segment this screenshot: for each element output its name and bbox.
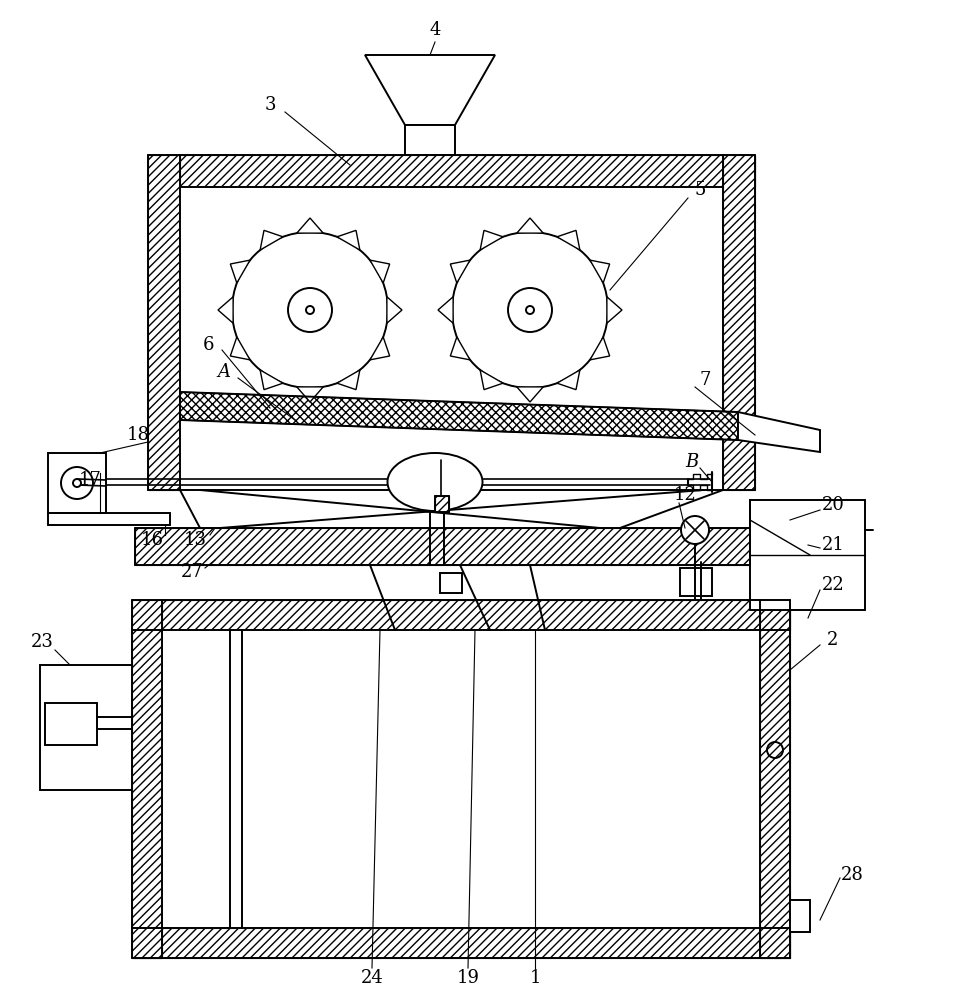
- Bar: [132, 928, 790, 958]
- Polygon shape: [230, 337, 250, 360]
- Polygon shape: [451, 337, 470, 360]
- Polygon shape: [557, 230, 580, 250]
- Polygon shape: [451, 260, 470, 283]
- Polygon shape: [218, 297, 233, 323]
- Polygon shape: [337, 230, 360, 250]
- Text: 3: 3: [265, 96, 276, 114]
- Polygon shape: [590, 337, 610, 360]
- Polygon shape: [480, 230, 503, 250]
- Text: 4: 4: [430, 21, 441, 39]
- Ellipse shape: [387, 453, 482, 511]
- Text: 2: 2: [828, 631, 839, 649]
- Polygon shape: [607, 297, 622, 323]
- Circle shape: [306, 306, 314, 314]
- Bar: [132, 600, 790, 630]
- Bar: [148, 155, 180, 490]
- Bar: [435, 496, 449, 512]
- Bar: [40, 665, 132, 790]
- Bar: [132, 600, 162, 958]
- Text: 6: 6: [202, 336, 214, 354]
- Bar: [760, 600, 790, 958]
- Polygon shape: [517, 387, 543, 402]
- Polygon shape: [180, 392, 738, 440]
- Text: B: B: [686, 453, 698, 471]
- Bar: [680, 568, 712, 596]
- Text: 23: 23: [31, 633, 54, 651]
- Bar: [723, 155, 755, 490]
- Polygon shape: [738, 412, 820, 452]
- Polygon shape: [260, 370, 283, 390]
- Circle shape: [218, 218, 402, 402]
- Circle shape: [681, 516, 709, 544]
- Text: 7: 7: [699, 371, 711, 389]
- Polygon shape: [296, 387, 323, 402]
- Polygon shape: [365, 55, 495, 125]
- Text: 17: 17: [79, 471, 102, 489]
- Text: 27: 27: [180, 563, 203, 581]
- Polygon shape: [438, 297, 453, 323]
- Text: 24: 24: [361, 969, 384, 987]
- Polygon shape: [557, 370, 580, 390]
- Bar: [45, 703, 97, 745]
- Text: 16: 16: [141, 531, 163, 549]
- Bar: [790, 900, 810, 932]
- Polygon shape: [386, 297, 402, 323]
- Text: 12: 12: [673, 486, 696, 504]
- Text: 20: 20: [822, 496, 845, 514]
- Bar: [162, 630, 760, 928]
- Text: 13: 13: [183, 531, 206, 549]
- Circle shape: [526, 306, 534, 314]
- Text: 5: 5: [694, 181, 706, 199]
- Polygon shape: [480, 370, 503, 390]
- Text: 28: 28: [840, 866, 863, 884]
- Text: 1: 1: [529, 969, 541, 987]
- Text: 19: 19: [456, 969, 480, 987]
- Circle shape: [73, 479, 81, 487]
- Bar: [180, 187, 723, 490]
- Polygon shape: [296, 218, 323, 233]
- Bar: [135, 528, 760, 565]
- Text: 18: 18: [127, 426, 150, 444]
- Polygon shape: [230, 260, 250, 283]
- Polygon shape: [590, 260, 610, 283]
- Text: 21: 21: [822, 536, 845, 554]
- Text: A: A: [218, 363, 230, 381]
- Circle shape: [438, 218, 622, 402]
- Bar: [48, 453, 106, 513]
- Bar: [405, 125, 455, 155]
- Text: 22: 22: [822, 576, 844, 594]
- Bar: [440, 573, 462, 593]
- Polygon shape: [370, 337, 389, 360]
- Bar: [148, 155, 755, 187]
- Polygon shape: [517, 218, 543, 233]
- Polygon shape: [260, 230, 283, 250]
- Polygon shape: [337, 370, 360, 390]
- Bar: [750, 500, 865, 610]
- Polygon shape: [370, 260, 389, 283]
